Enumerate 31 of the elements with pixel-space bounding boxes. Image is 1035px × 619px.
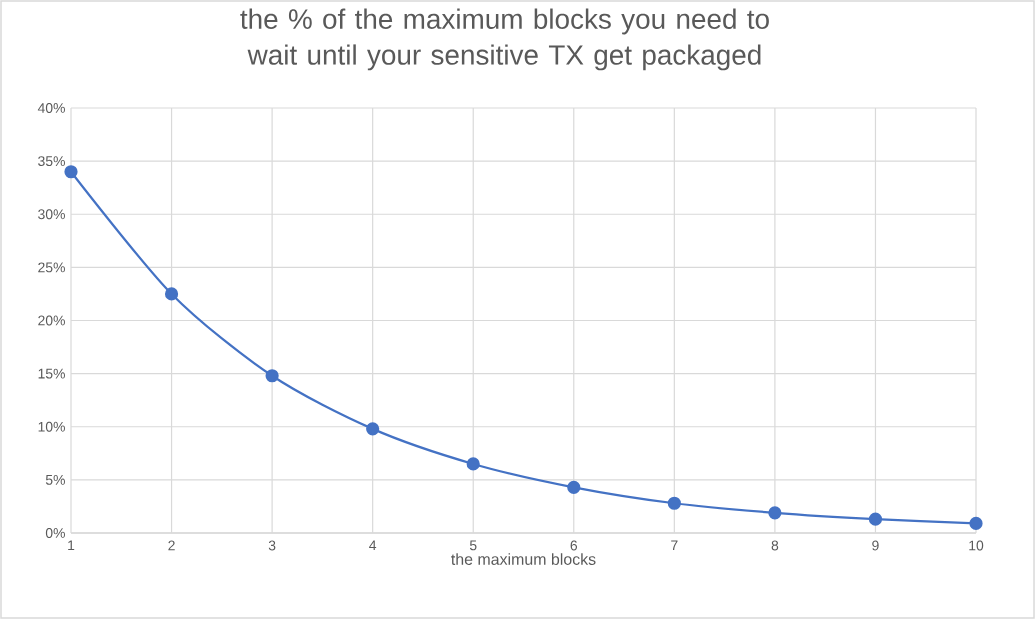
x-tick-label: 2: [168, 540, 175, 551]
point: [567, 480, 581, 494]
y-tick-label: 15%: [38, 368, 65, 379]
x-tick-label: 9: [872, 540, 879, 551]
x-axis-title: the maximum blocks: [451, 553, 596, 565]
point: [466, 457, 480, 471]
point: [366, 422, 380, 436]
x-tick-label: 6: [570, 540, 578, 551]
y-tick-label: 35%: [38, 156, 65, 167]
chart-title: the % of the maximum blocks you need to wait until your sensitive TX get packaged: [240, 8, 769, 71]
point: [667, 496, 681, 510]
point: [868, 512, 883, 526]
point: [768, 506, 782, 520]
x-tick-label: 8: [771, 540, 779, 551]
y-tick-label: 40%: [37, 103, 65, 113]
point: [265, 369, 279, 383]
x-tick-label: 1: [68, 540, 75, 551]
x-tick-label: 4: [369, 540, 377, 551]
x-tick-label: 5: [469, 540, 477, 551]
y-tick-label: 25%: [38, 262, 65, 273]
y-tick-label: 0%: [45, 528, 65, 538]
point: [969, 516, 983, 531]
point: [164, 287, 179, 301]
point: [64, 165, 78, 179]
y-tick-label: 10%: [38, 421, 65, 432]
y-tick-label: 30%: [38, 209, 65, 220]
x-tick-label: 10: [969, 540, 984, 551]
y-tick-label: 20%: [38, 315, 65, 326]
y-tick-label: 5%: [45, 474, 65, 485]
x-tick-label: 7: [671, 540, 678, 551]
x-tick-label: 3: [268, 540, 276, 551]
